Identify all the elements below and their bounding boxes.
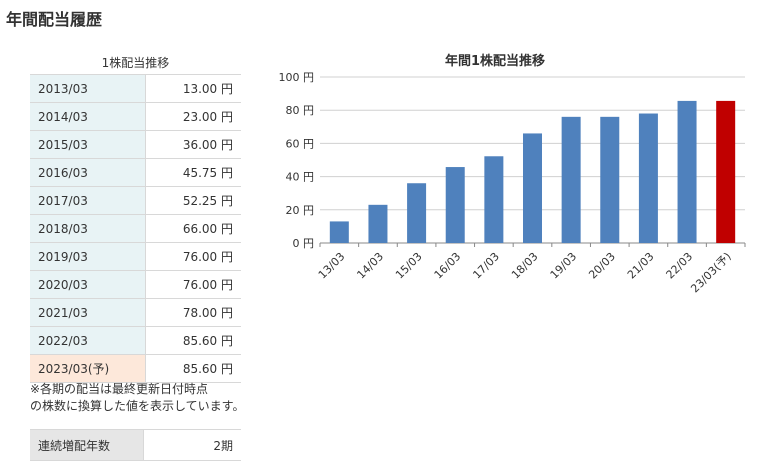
- row-dividend: 76.00 円: [145, 242, 241, 271]
- bar: [368, 204, 388, 243]
- row-year: 2019/03: [30, 242, 146, 271]
- table-row: 2022/03 85.60 円: [30, 326, 241, 355]
- bar: [677, 100, 697, 244]
- y-tick-label: 80 円: [286, 104, 315, 117]
- row-year: 2013/03: [30, 74, 146, 103]
- row-dividend: 36.00 円: [145, 130, 241, 159]
- table-row: 2014/03 23.00 円: [30, 102, 241, 131]
- streak-label: 連続増配年数: [30, 429, 144, 461]
- x-tick-label: 14/03: [354, 250, 386, 282]
- row-year: 2018/03: [30, 214, 146, 243]
- row-dividend: 85.60 円: [145, 326, 241, 355]
- table-row: 2023/03(予) 85.60 円: [30, 354, 241, 383]
- footnote-line-2: の株数に換算した値を表示しています。: [30, 399, 245, 413]
- table-row: 2016/03 45.75 円: [30, 158, 241, 187]
- streak-table: 連続増配年数 2期: [30, 429, 241, 461]
- bar: [445, 167, 465, 243]
- row-year: 2016/03: [30, 158, 146, 187]
- table-row: 2017/03 52.25 円: [30, 186, 241, 215]
- row-dividend: 78.00 円: [145, 298, 241, 327]
- x-tick-label: 13/03: [316, 250, 348, 282]
- y-tick-label: 60 円: [286, 137, 315, 150]
- x-tick-label: 18/03: [509, 250, 541, 282]
- bar: [638, 113, 658, 244]
- table-row: 2021/03 78.00 円: [30, 298, 241, 327]
- streak-value: 2期: [143, 429, 241, 461]
- bar: [600, 116, 620, 243]
- row-year: 2022/03: [30, 326, 146, 355]
- table-row: 2013/03 13.00 円: [30, 74, 241, 103]
- row-year: 2023/03(予): [30, 354, 146, 383]
- x-tick-label: 16/03: [432, 250, 464, 282]
- footnote-line-1: ※各期の配当は最終更新日付時点: [30, 382, 209, 396]
- bar: [561, 116, 581, 243]
- x-tick-label: 20/03: [586, 250, 618, 282]
- row-dividend: 85.60 円: [145, 354, 241, 383]
- table-row: 2018/03 66.00 円: [30, 214, 241, 243]
- y-tick-label: 40 円: [286, 171, 315, 184]
- bar: [329, 221, 349, 243]
- row-year: 2014/03: [30, 102, 146, 131]
- row-dividend: 52.25 円: [145, 186, 241, 215]
- table-row: 2015/03 36.00 円: [30, 130, 241, 159]
- x-tick-label: 15/03: [393, 250, 425, 282]
- y-tick-label: 0 円: [293, 237, 315, 250]
- row-year: 2017/03: [30, 186, 146, 215]
- page-title: 年間配当履歴: [6, 10, 103, 29]
- x-tick-label: 17/03: [470, 250, 502, 282]
- row-dividend: 13.00 円: [145, 74, 241, 103]
- table-row: 2020/03 76.00 円: [30, 270, 241, 299]
- chart-title: 年間1株配当推移: [445, 53, 545, 69]
- row-dividend: 45.75 円: [145, 158, 241, 187]
- row-year: 2020/03: [30, 270, 146, 299]
- row-dividend: 66.00 円: [145, 214, 241, 243]
- row-dividend: 23.00 円: [145, 102, 241, 131]
- table-row: 2019/03 76.00 円: [30, 242, 241, 271]
- row-year: 2015/03: [30, 130, 146, 159]
- x-tick-label: 19/03: [548, 250, 580, 282]
- bar: [484, 156, 504, 243]
- y-tick-label: 100 円: [279, 71, 315, 84]
- dividend-bar-chart: 年間1株配当推移 0 円 20 円 40 円 60 円 80 円 100 円 13/03 14…: [279, 53, 746, 295]
- dividend-history-table: 2013/03 13.00 円 2014/03 23.00 円 2015/03 36.00…: [30, 74, 241, 383]
- y-tick-label: 20 円: [286, 204, 315, 217]
- row-dividend: 76.00 円: [145, 270, 241, 299]
- row-year: 2021/03: [30, 298, 146, 327]
- table-caption: 1株配当推移: [101, 56, 170, 70]
- footnote: ※各期の配当は最終更新日付時点 の株数に換算した値を表示しています。: [30, 381, 244, 415]
- x-tick-label: 21/03: [625, 250, 657, 282]
- bar: [523, 133, 542, 243]
- x-tick-label: 22/03: [664, 250, 696, 282]
- bar: [716, 100, 736, 244]
- dividend-table: 1株配当推移 2013/03 13.00 円 2014/03 23.00 円 2015/…: [30, 52, 241, 383]
- x-tick-label: 23/03(予): [688, 250, 733, 295]
- bar: [407, 183, 427, 243]
